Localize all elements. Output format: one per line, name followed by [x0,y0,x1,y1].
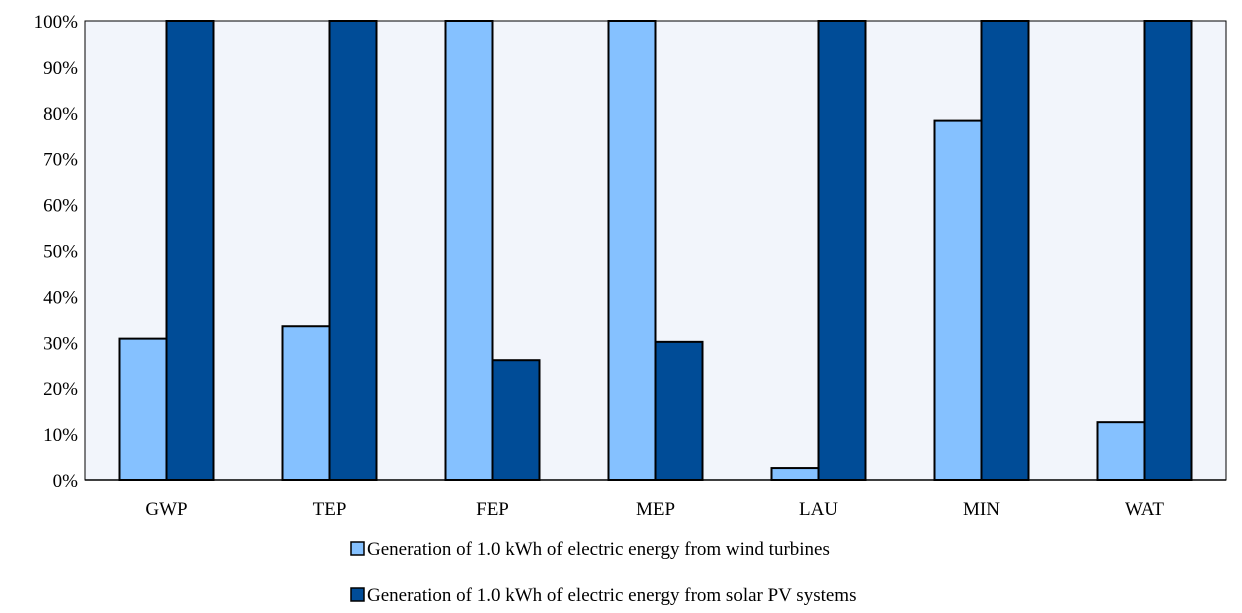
x-tick-label: MIN [963,499,1000,520]
x-tick-labels: GWP TEP FEP MEP LAU MIN WAT [145,499,1164,520]
y-tick-labels: 0% 10% 20% 30% 40% 50% 60% 70% 80% 90% 100% [34,12,79,492]
legend-swatch-series-1 [350,541,365,556]
y-tick-label: 60% [43,196,78,217]
bar-wat-series-2 [1143,20,1193,481]
y-tick-label: 40% [43,287,78,308]
legend-label-series-1: Generation of 1.0 kWh of electric energy… [367,539,830,560]
x-tick-label: WAT [1125,499,1164,520]
y-tick-label: 50% [43,242,78,263]
x-tick-label: FEP [476,499,509,520]
bar-min-series-1 [933,119,983,481]
bar-tep-series-1 [281,325,331,481]
bar-tep-series-2 [328,20,378,481]
bar-mep-series-1 [607,20,657,481]
legend-label-series-2: Generation of 1.0 kWh of electric energy… [367,585,856,606]
bar-min-series-2 [980,20,1030,481]
y-tick-label: 100% [34,12,79,33]
y-tick-label: 70% [43,150,78,171]
x-tick-label: LAU [799,499,838,520]
bar-wat-series-1 [1096,421,1146,481]
bar-fep-series-1 [444,20,494,481]
legend: Generation of 1.0 kWh of electric energy… [350,539,856,606]
x-tick-label: GWP [145,499,187,520]
y-tick-label: 10% [43,425,78,446]
legend-swatch-series-2 [350,587,365,602]
bar-lau-series-1 [770,467,820,482]
x-tick-label: TEP [313,499,347,520]
x-tick-label: MEP [636,499,675,520]
bars [118,20,1193,482]
y-tick-label: 0% [53,471,79,492]
y-tick-label: 30% [43,333,78,354]
bar-lau-series-2 [817,20,867,481]
y-tick-label: 80% [43,104,78,125]
bar-gwp-series-1 [118,337,168,481]
y-tick-label: 90% [43,58,78,79]
bar-gwp-series-2 [165,20,215,481]
y-tick-label: 20% [43,379,78,400]
bar-fep-series-2 [491,359,541,481]
bar-mep-series-2 [654,340,704,481]
